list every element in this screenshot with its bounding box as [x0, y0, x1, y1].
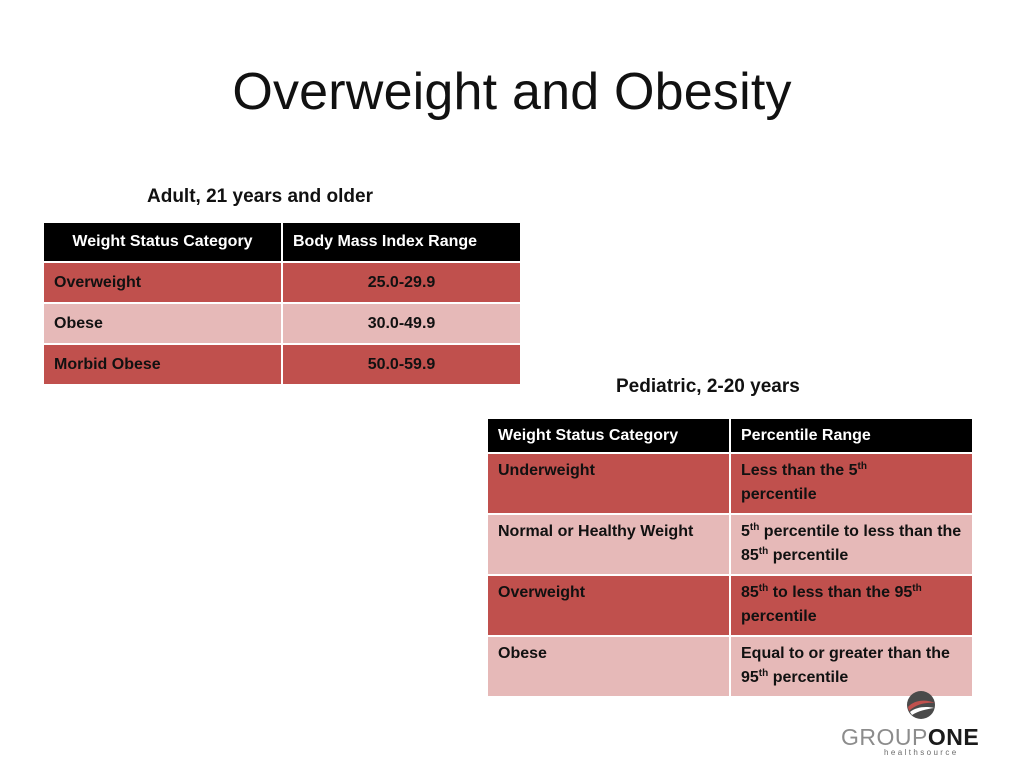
column-header-category: Weight Status Category [42, 221, 283, 263]
column-header-percentile-range: Percentile Range [729, 417, 974, 454]
column-header-bmi-range: Body Mass Index Range [281, 221, 522, 263]
percentile-range-cell: 5th percentile to less than the 85th per… [729, 513, 974, 576]
pediatric-table-heading: Pediatric, 2-20 years [616, 376, 800, 397]
adult-table-heading: Adult, 21 years and older [147, 186, 373, 207]
category-cell: Obese [486, 635, 731, 698]
table-row: Normal or Healthy Weight 5th percentile … [486, 513, 974, 576]
percentile-range-cell: 85th to less than the 95th percentile [729, 574, 974, 637]
table-row: Obese 30.0-49.9 [42, 302, 522, 345]
percentile-range-cell: Less than the 5th percentile [729, 452, 974, 515]
bmi-range-cell: 30.0-49.9 [281, 302, 522, 345]
category-cell: Underweight [486, 452, 731, 515]
slide-title: Overweight and Obesity [232, 63, 792, 121]
adult-bmi-table: Weight Status Category Body Mass Index R… [42, 221, 522, 386]
table-row: Morbid Obese 50.0-59.9 [42, 343, 522, 386]
table-row: Overweight 85th to less than the 95th pe… [486, 574, 974, 637]
category-cell: Normal or Healthy Weight [486, 513, 731, 576]
table-header-row: Weight Status Category Percentile Range [486, 417, 974, 454]
table-row: Overweight 25.0-29.9 [42, 261, 522, 304]
category-cell: Overweight [42, 261, 283, 304]
bmi-range-cell: 50.0-59.9 [281, 343, 522, 386]
groupone-logo: GROUPONE healthsource [838, 690, 1002, 760]
table-header-row: Weight Status Category Body Mass Index R… [42, 221, 522, 263]
logo-wordmark: GROUPONE [841, 724, 980, 750]
table-row: Underweight Less than the 5th percentile [486, 452, 974, 515]
globe-swoosh-icon [907, 691, 935, 719]
bmi-range-cell: 25.0-29.9 [281, 261, 522, 304]
table-row: Obese Equal to or greater than the 95th … [486, 635, 974, 698]
column-header-category: Weight Status Category [486, 417, 731, 454]
pediatric-percentile-table: Weight Status Category Percentile Range … [486, 417, 974, 698]
category-cell: Obese [42, 302, 283, 345]
category-cell: Morbid Obese [42, 343, 283, 386]
logo-tagline: healthsource [884, 748, 959, 757]
percentile-range-cell: Equal to or greater than the 95th percen… [729, 635, 974, 698]
category-cell: Overweight [486, 574, 731, 637]
